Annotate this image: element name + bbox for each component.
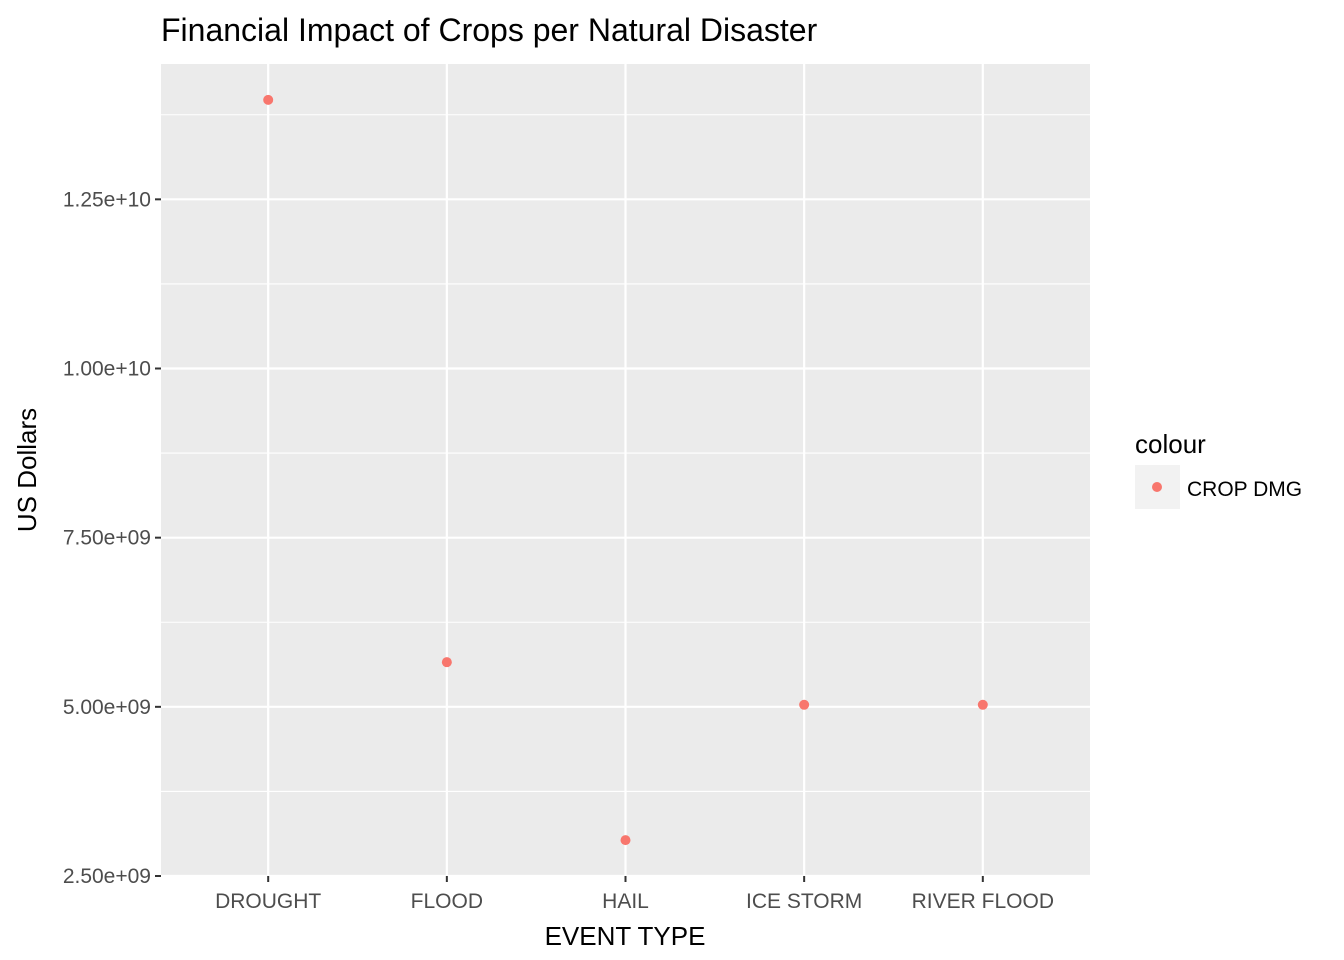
x-tick-label: HAIL — [602, 890, 649, 913]
x-axis-ticks: DROUGHT FLOOD HAIL ICE STORM RIVER FLOOD — [215, 876, 1054, 913]
y-tick-label: 1.25e+10 — [63, 188, 151, 211]
y-tick-label: 5.00e+09 — [63, 696, 151, 719]
data-points — [263, 94, 988, 846]
legend-point — [1152, 482, 1162, 492]
legend: colour CROP DMG — [1135, 429, 1302, 509]
y-axis-title: US Dollars — [12, 408, 42, 532]
data-point — [620, 835, 631, 846]
y-tick-label: 7.50e+09 — [63, 527, 151, 550]
x-tick-label: DROUGHT — [215, 890, 321, 913]
x-axis-title: EVENT TYPE — [545, 921, 706, 951]
y-tick-label: 1.00e+10 — [63, 358, 151, 381]
legend-title: colour — [1135, 429, 1206, 459]
x-tick-label: ICE STORM — [746, 890, 862, 913]
major-gridlines — [161, 64, 1090, 878]
data-point — [441, 657, 452, 668]
data-point — [263, 94, 274, 105]
y-tick-label: 2.50e+09 — [63, 865, 151, 888]
y-axis-ticks: 2.50e+09 5.00e+09 7.50e+09 1.00e+10 1.25e+10 — [63, 188, 161, 888]
chart-title: Financial Impact of Crops per Natural Di… — [161, 12, 818, 48]
data-point — [977, 699, 988, 710]
data-point — [799, 699, 810, 710]
x-tick-label: FLOOD — [411, 890, 483, 913]
legend-label: CROP DMG — [1187, 478, 1302, 501]
x-tick-label: RIVER FLOOD — [912, 890, 1054, 913]
